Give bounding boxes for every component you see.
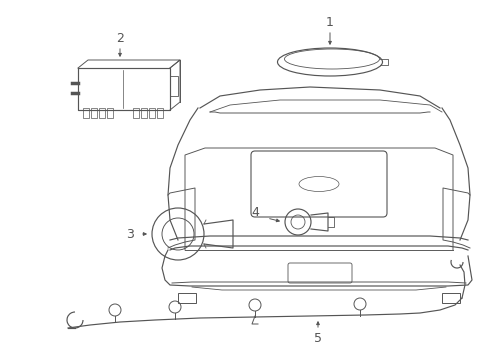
Text: 3: 3 <box>126 228 134 240</box>
Bar <box>133 108 139 118</box>
Bar <box>91 108 97 118</box>
Bar <box>99 108 105 118</box>
Bar <box>107 108 113 118</box>
Text: 4: 4 <box>250 206 259 219</box>
Text: 5: 5 <box>313 332 321 345</box>
Bar <box>83 108 89 118</box>
Bar <box>149 108 155 118</box>
Bar <box>170 76 178 96</box>
Text: 2: 2 <box>116 32 123 45</box>
Bar <box>441 293 459 303</box>
Bar <box>141 108 147 118</box>
Text: 1: 1 <box>325 15 333 28</box>
Bar <box>157 108 163 118</box>
Bar <box>178 293 196 303</box>
